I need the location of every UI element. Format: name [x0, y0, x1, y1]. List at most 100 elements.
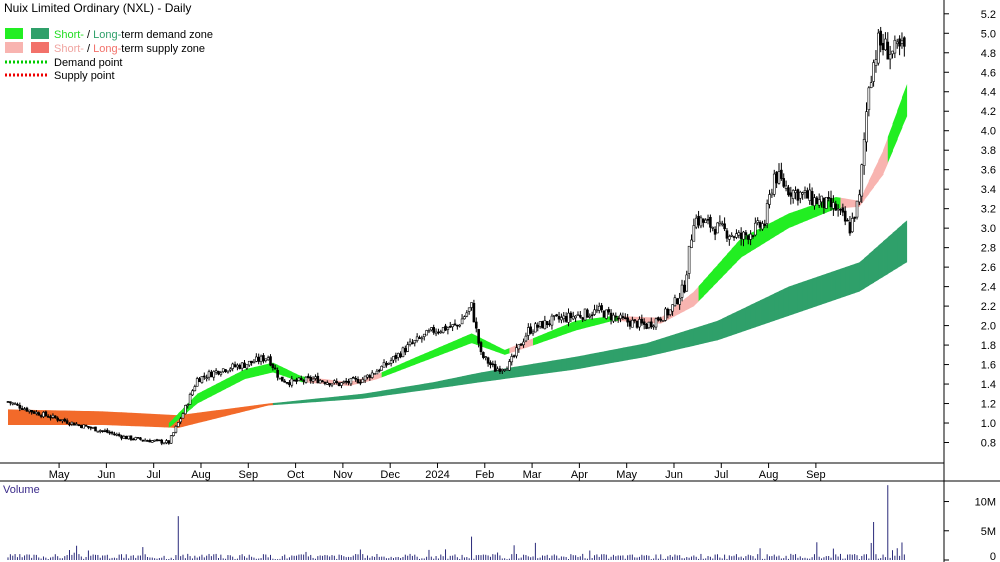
candle-body — [337, 382, 341, 387]
candle-body — [389, 360, 393, 364]
long-term-zone-segment — [410, 385, 416, 393]
long-term-zone-segment — [788, 284, 794, 316]
candle-body — [108, 431, 111, 434]
long-term-zone-segment — [164, 414, 170, 428]
y-tick-label: 5.2 — [981, 9, 996, 21]
short-term-zone-segment — [235, 371, 241, 385]
x-tick-label: Oct — [287, 469, 304, 481]
candle-body — [711, 227, 715, 229]
long-term-zone-segment — [603, 350, 610, 365]
candle-body — [380, 365, 383, 371]
candle-body — [512, 355, 516, 357]
long-term-zone-segment — [490, 370, 496, 381]
candle-body — [541, 321, 544, 329]
candle-body — [583, 308, 587, 321]
candle-body — [13, 403, 17, 405]
candle-body — [150, 440, 154, 443]
long-term-zone-segment — [741, 307, 747, 333]
candle-body — [768, 194, 771, 205]
short-term-zone-segment — [731, 243, 737, 268]
long-term-zone-segment — [755, 300, 761, 328]
short-term-zone-segment — [807, 205, 813, 221]
candle-body — [659, 318, 663, 321]
candle-body — [181, 413, 185, 419]
long-term-zone-segment — [660, 337, 666, 354]
candle-body — [725, 230, 729, 239]
candle-body — [633, 319, 637, 321]
long-term-zone-segment — [816, 275, 822, 307]
long-term-zone-segment — [566, 357, 572, 371]
y-tick-label: 1.6 — [981, 360, 996, 372]
candle-body — [229, 368, 232, 371]
candle-body — [44, 411, 48, 417]
short-term-zone-segment — [845, 198, 851, 208]
candle-body — [193, 386, 197, 392]
candle-body — [96, 430, 100, 433]
candle-body — [564, 316, 568, 322]
candle-body — [522, 341, 525, 346]
candle-body — [619, 314, 622, 319]
long-term-zone-segment — [471, 373, 477, 384]
short-term-zone-segment — [840, 197, 846, 209]
long-term-zone-segment — [372, 391, 378, 398]
y-tick-label: 1.4 — [981, 379, 996, 391]
candle-body — [548, 323, 551, 326]
candle-body — [304, 376, 308, 383]
candle-body — [347, 380, 350, 384]
candle-body — [574, 315, 577, 319]
long-term-zone-segment — [656, 338, 662, 355]
candle-body — [132, 438, 135, 441]
long-term-zone-segment — [585, 354, 591, 368]
candle-body — [775, 171, 778, 184]
legend-short-supply-swatch — [5, 42, 23, 53]
x-tick-label: Jul — [714, 469, 728, 481]
candle-body — [472, 302, 476, 323]
candle-body — [886, 41, 890, 60]
candle-body — [649, 321, 653, 328]
long-term-zone-segment — [670, 334, 676, 352]
candle-body — [780, 169, 783, 179]
long-term-zone-segment — [130, 412, 137, 427]
volume-label: Volume — [3, 484, 40, 496]
long-term-zone-segment — [769, 293, 775, 323]
x-axis-labels: May Jun Jul Aug Sep Oct Nov Dec 2024 Feb Mar Apr May… — [49, 463, 826, 481]
short-term-zone-segment — [244, 368, 250, 380]
candle-body — [370, 372, 374, 378]
candle-body — [685, 274, 689, 292]
candle-body — [586, 309, 589, 318]
candle-body — [739, 232, 743, 239]
candle-body — [238, 364, 242, 369]
y-tick-label: 4.6 — [981, 67, 996, 79]
short-term-zone-segment — [386, 368, 392, 376]
legend-demand-zone-text: Short- / Long-term demand zone — [54, 29, 213, 41]
candle-body — [221, 368, 225, 373]
candle-body — [581, 317, 584, 320]
short-term-zone-segment — [774, 218, 780, 237]
long-term-zone-segment — [258, 404, 264, 408]
candle-body — [77, 424, 81, 427]
candle-body — [640, 318, 644, 324]
short-term-zone-segment — [201, 388, 208, 402]
candle-body — [299, 378, 303, 381]
long-term-zone-segment — [580, 354, 586, 369]
candle-body — [290, 378, 294, 386]
candle-body — [288, 382, 291, 386]
candle-body — [387, 362, 391, 365]
long-term-zone-segment — [831, 270, 837, 302]
candle-body — [529, 326, 532, 334]
candle-body — [765, 203, 769, 224]
long-term-zone-segment — [239, 406, 245, 413]
candle-body — [680, 284, 684, 298]
y-tick-label: 2.6 — [981, 262, 996, 274]
short-term-zone-segment — [533, 336, 539, 346]
candle-body — [292, 379, 296, 382]
candle-body — [798, 191, 802, 199]
long-term-zone-segment — [230, 407, 236, 415]
candle-body — [430, 327, 433, 331]
candle-body — [567, 312, 570, 323]
candle-body — [240, 362, 244, 369]
candle-body — [822, 197, 826, 208]
long-term-zone-segment — [883, 237, 889, 277]
candle-body — [276, 369, 279, 378]
